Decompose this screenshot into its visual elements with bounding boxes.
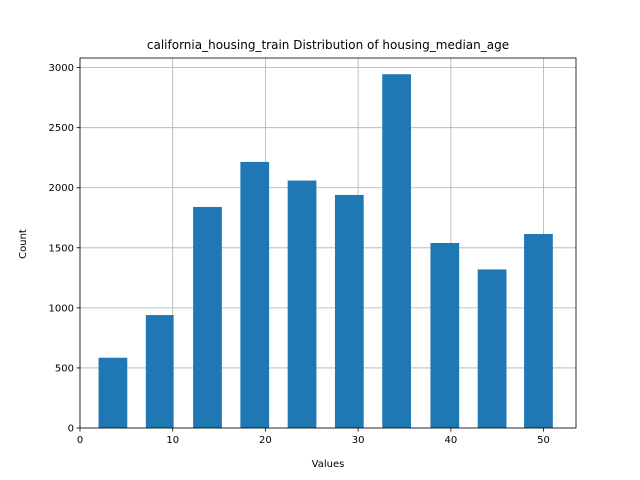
y-tick-label: 2000: [49, 183, 74, 194]
bar-5: [287, 180, 317, 428]
x-tick-label: 50: [537, 435, 550, 446]
bar-3: [193, 206, 222, 428]
y-axis-label: Count: [18, 229, 29, 259]
y-tick-label: 1000: [49, 303, 74, 314]
bar-7: [382, 74, 411, 428]
y-tick-label: 3000: [49, 63, 74, 74]
x-tick-label: 20: [259, 435, 272, 446]
bar-8: [430, 243, 460, 428]
chart-title: california_housing_train Distribution of…: [147, 38, 509, 52]
y-axis-ticks: 0 500 1000 1500 2000 2500 3000: [49, 63, 80, 435]
x-tick-label: 10: [166, 435, 179, 446]
x-axis-ticks: 0 10 20 30 40 50: [77, 428, 550, 446]
y-tick-label: 0: [68, 424, 74, 435]
x-axis-label: Values: [312, 459, 345, 470]
bar-4: [240, 161, 270, 428]
bar-2: [145, 315, 174, 428]
y-tick-label: 1500: [49, 243, 74, 254]
bar-6: [334, 194, 364, 428]
y-tick-label: 2500: [49, 123, 74, 134]
y-tick-label: 500: [55, 363, 74, 374]
bar-10: [524, 233, 553, 428]
bar-9: [477, 269, 507, 428]
x-tick-label: 0: [77, 435, 83, 446]
bars: [98, 74, 553, 428]
plot-frame: [79, 57, 577, 429]
bar-1: [98, 357, 128, 428]
x-tick-label: 30: [352, 435, 365, 446]
x-tick-label: 40: [444, 435, 457, 446]
